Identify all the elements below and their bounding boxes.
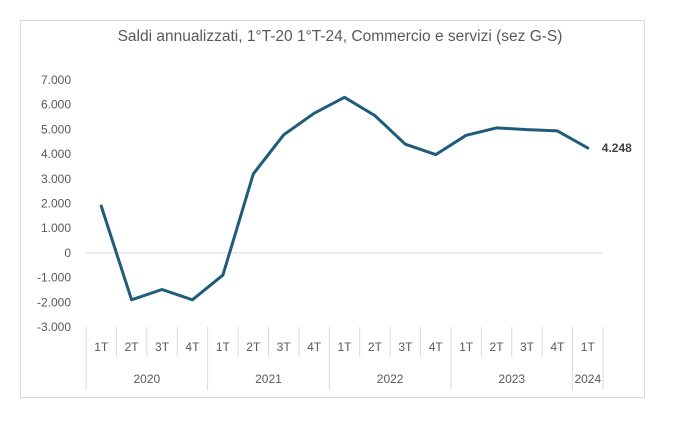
x-tick-label: 1T <box>581 340 596 354</box>
x-tick-label: 1T <box>459 340 474 354</box>
x-tick-label: 3T <box>155 340 170 354</box>
y-tick-label: 5.000 <box>41 122 71 136</box>
y-tick-label: 3.000 <box>41 172 71 186</box>
y-tick-label: 1.000 <box>41 221 71 235</box>
x-tick-label: 3T <box>520 340 535 354</box>
x-tick-label: 2T <box>368 340 383 354</box>
x-tick-label: 1T <box>337 340 352 354</box>
y-tick-label: 0 <box>64 246 71 260</box>
y-tick-label: 6.000 <box>41 98 71 112</box>
series-line <box>99 95 590 302</box>
y-tick-label: 4.000 <box>41 147 71 161</box>
y-tick-label: -1.000 <box>37 271 71 285</box>
chart-title: Saldi annualizzati, 1°T-20 1°T-24, Comme… <box>117 28 563 45</box>
x-tick-label: 1T <box>216 340 231 354</box>
year-label: 2021 <box>255 372 282 386</box>
y-tick-label: -2.000 <box>37 295 71 309</box>
y-tick-label: -3.000 <box>37 320 71 334</box>
data-label: 4.248 <box>602 141 632 155</box>
x-tick-label: 2T <box>125 340 140 354</box>
x-tick-label: 3T <box>398 340 413 354</box>
x-tick-label: 4T <box>429 340 444 354</box>
year-label: 2022 <box>377 372 404 386</box>
x-tick-label: 2T <box>490 340 505 354</box>
x-tick-label: 4T <box>185 340 200 354</box>
chart-frame <box>20 20 645 398</box>
x-tick-label: 1T <box>94 340 109 354</box>
y-tick-label: 2.000 <box>41 197 71 211</box>
year-label: 2023 <box>498 372 525 386</box>
y-tick-label: 7.000 <box>41 73 71 87</box>
x-tick-label: 4T <box>550 340 565 354</box>
x-tick-label: 4T <box>307 340 322 354</box>
x-tick-label: 2T <box>246 340 261 354</box>
year-label: 2020 <box>133 372 160 386</box>
year-label: 2024 <box>574 372 601 386</box>
x-tick-label: 3T <box>277 340 292 354</box>
